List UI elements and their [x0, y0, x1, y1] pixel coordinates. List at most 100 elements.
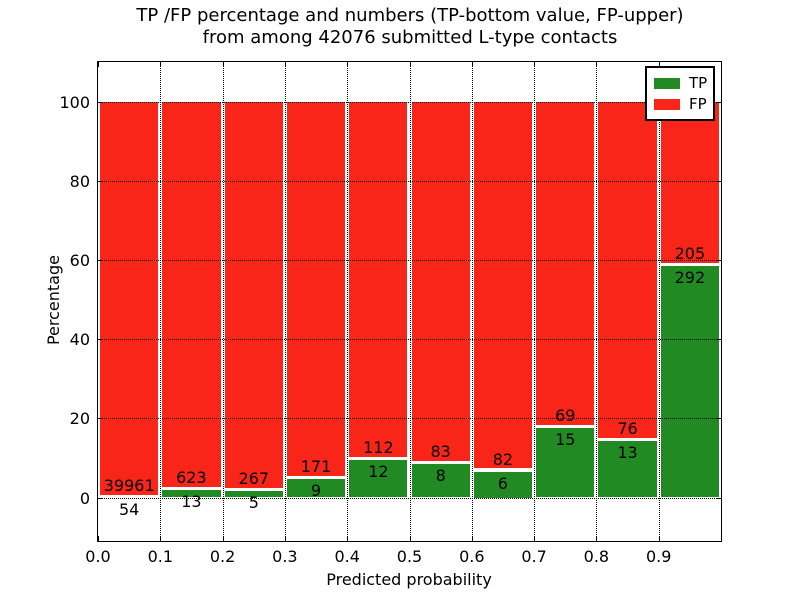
tp-count-label: 13 — [617, 442, 638, 462]
tp-count-label: 54 — [119, 499, 140, 519]
y-tick-mark-left — [98, 339, 103, 341]
x-tick-mark-bottom — [534, 536, 536, 541]
grid-line-x — [658, 62, 660, 541]
x-tick-label: 0.5 — [396, 547, 423, 566]
y-tick-mark-right — [716, 180, 721, 182]
grid-line-x — [222, 62, 224, 541]
fp-count-label: 112 — [363, 438, 394, 458]
y-tick-mark-right — [716, 259, 721, 261]
x-tick-mark-top — [160, 62, 162, 67]
x-tick-label: 0.1 — [147, 547, 174, 566]
fp-count-label: 76 — [617, 418, 638, 438]
y-tick-mark-right — [716, 497, 721, 499]
y-tick-label: 40 — [69, 330, 90, 350]
bar-segment-tp — [410, 462, 471, 498]
x-axis-label: Predicted probability — [326, 570, 492, 589]
bar-segment-fp — [410, 101, 471, 462]
grid-line-x — [347, 62, 349, 541]
x-tick-label: 0.9 — [645, 547, 672, 566]
tp-count-label: 9 — [310, 480, 322, 500]
chart-title-line1: TP /FP percentage and numbers (TP-bottom… — [136, 5, 684, 26]
bar-segment-tp — [99, 496, 160, 498]
x-tick-label: 0.0 — [85, 547, 111, 566]
tp-count-label: 292 — [674, 267, 706, 287]
bar-segment-fp — [161, 101, 222, 489]
y-tick-mark-right — [716, 339, 721, 341]
x-tick-mark-top — [347, 62, 349, 67]
y-tick-mark-left — [98, 180, 103, 182]
x-tick-mark-top — [471, 62, 473, 67]
x-tick-mark-top — [658, 62, 660, 67]
bar-segment-fp — [472, 101, 534, 470]
fp-count-label: 83 — [430, 441, 451, 461]
x-tick-mark-top — [284, 62, 286, 67]
bar-segment-fp — [659, 101, 720, 264]
bar-segment-tp — [597, 439, 658, 498]
bar-segment-fp — [348, 101, 409, 459]
legend-entry-tp: TP — [654, 73, 707, 94]
bar-segment-tp — [348, 459, 409, 498]
bar-segment-tp — [659, 264, 720, 498]
fp-legend-swatch — [654, 99, 680, 110]
x-tick-mark-bottom — [284, 536, 286, 541]
x-tick-label: 0.7 — [521, 547, 547, 566]
tp-count-label: 8 — [435, 465, 446, 485]
y-tick-label: 80 — [69, 171, 90, 191]
x-tick-mark-top — [534, 62, 536, 67]
bar-segment-fp — [223, 101, 284, 490]
grid-line-x — [160, 62, 162, 541]
bar-segment-tp — [285, 477, 347, 498]
fp-count-label: 267 — [238, 469, 270, 489]
x-tick-label: 0.4 — [334, 547, 360, 566]
grid-line-x — [409, 62, 411, 541]
bar-segment-tp — [161, 489, 222, 498]
tp-legend-swatch — [654, 78, 680, 89]
x-tick-mark-bottom — [98, 536, 99, 541]
fp-count-label: 69 — [555, 405, 576, 425]
x-tick-mark-top — [98, 62, 99, 67]
x-tick-mark-top — [596, 62, 598, 67]
bar-segment-fp — [99, 101, 160, 496]
y-tick-mark-right — [716, 101, 721, 103]
x-tick-mark-bottom — [347, 536, 349, 541]
chart-title-line2: from among 42076 submitted L-type contac… — [202, 27, 618, 48]
bar-segment-fp — [597, 101, 658, 439]
x-tick-mark-top — [222, 62, 224, 67]
y-tick-mark-left — [98, 497, 103, 499]
bar-segment-fp — [535, 101, 596, 426]
fp-legend-label: FP — [689, 95, 707, 113]
tp-legend-label: TP — [689, 74, 708, 92]
tp-count-label: 15 — [555, 429, 576, 449]
fp-count-label: 205 — [674, 243, 706, 263]
x-tick-label: 0.8 — [583, 547, 610, 566]
x-tick-label: 0.6 — [459, 547, 485, 566]
y-tick-mark-left — [98, 418, 103, 420]
fp-count-label: 39961 — [103, 475, 155, 495]
bar-segment-fp — [285, 101, 347, 477]
x-tick-mark-bottom — [596, 536, 598, 541]
y-tick-mark-right — [716, 418, 721, 420]
chart-title: TP /FP percentage and numbers (TP-bottom… — [10, 5, 800, 49]
x-tick-label: 0.3 — [272, 547, 298, 566]
x-tick-mark-bottom — [658, 536, 660, 541]
fp-count-label: 171 — [300, 456, 332, 476]
y-tick-label: 100 — [59, 92, 90, 112]
bar-segment-tp — [472, 470, 534, 498]
x-tick-mark-bottom — [471, 536, 473, 541]
tp-count-label: 6 — [497, 473, 508, 493]
fp-count-label: 623 — [176, 468, 207, 488]
x-tick-mark-bottom — [160, 536, 162, 541]
y-tick-mark-left — [98, 101, 103, 103]
y-axis-label: Percentage — [44, 255, 63, 346]
grid-line-x — [284, 62, 286, 541]
tp-count-label: 13 — [181, 492, 202, 512]
x-tick-mark-bottom — [222, 536, 224, 541]
legend: TP FP — [645, 66, 715, 121]
y-tick-label: 20 — [69, 409, 90, 429]
y-tick-label: 60 — [69, 250, 90, 270]
y-tick-mark-left — [98, 259, 103, 261]
bar-segment-tp — [535, 426, 596, 498]
tp-count-label: 5 — [248, 493, 259, 513]
legend-entry-fp: FP — [654, 94, 707, 115]
